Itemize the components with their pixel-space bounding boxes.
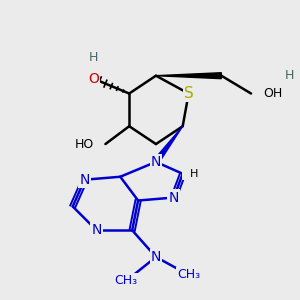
Text: H: H bbox=[183, 169, 198, 179]
Polygon shape bbox=[156, 73, 221, 79]
Text: H: H bbox=[285, 69, 294, 82]
Text: O: O bbox=[88, 72, 99, 86]
Text: HO: HO bbox=[74, 138, 94, 151]
Text: CH₃: CH₃ bbox=[177, 268, 200, 281]
Text: N: N bbox=[151, 155, 161, 169]
Text: OH: OH bbox=[263, 87, 282, 100]
Text: N: N bbox=[169, 190, 179, 205]
Text: N: N bbox=[91, 223, 102, 237]
Text: N: N bbox=[151, 250, 161, 264]
Polygon shape bbox=[154, 126, 183, 164]
Text: CH₃: CH₃ bbox=[115, 274, 138, 287]
Text: N: N bbox=[80, 173, 90, 187]
Text: S: S bbox=[184, 86, 194, 101]
Text: H: H bbox=[89, 51, 98, 64]
